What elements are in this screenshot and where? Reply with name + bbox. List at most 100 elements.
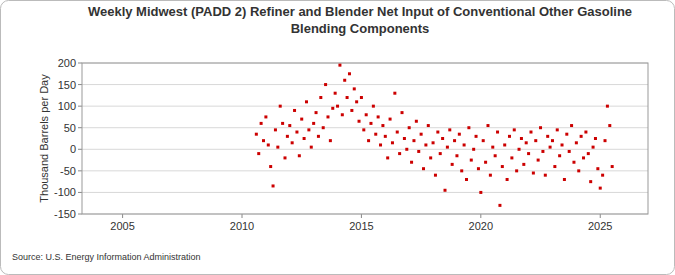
point bbox=[398, 152, 401, 155]
grid-line bbox=[82, 149, 648, 150]
point bbox=[420, 133, 423, 136]
point bbox=[286, 135, 289, 138]
point bbox=[529, 131, 532, 134]
point bbox=[350, 109, 353, 112]
point bbox=[276, 146, 279, 149]
point bbox=[317, 135, 320, 138]
point bbox=[541, 150, 544, 153]
point bbox=[262, 139, 265, 142]
point bbox=[365, 113, 368, 116]
y-tick-label: -50 bbox=[60, 165, 76, 177]
point bbox=[358, 120, 361, 123]
point bbox=[393, 92, 396, 95]
point bbox=[319, 96, 322, 99]
point bbox=[346, 96, 349, 99]
grid-line bbox=[82, 192, 648, 193]
x-tick bbox=[122, 214, 123, 218]
point bbox=[596, 167, 599, 170]
point bbox=[283, 156, 286, 159]
y-tick bbox=[78, 192, 82, 193]
point bbox=[601, 174, 604, 177]
y-tick bbox=[78, 127, 82, 128]
point bbox=[439, 152, 442, 155]
point bbox=[415, 120, 418, 123]
point bbox=[279, 105, 282, 108]
y-axis-label: Thousand Barrels per Day bbox=[38, 74, 50, 203]
point bbox=[453, 139, 456, 142]
point bbox=[537, 159, 540, 162]
point bbox=[498, 204, 501, 207]
y-tick bbox=[78, 84, 82, 85]
x-tick-label: 2005 bbox=[110, 220, 134, 232]
point bbox=[264, 115, 267, 118]
point bbox=[322, 126, 325, 129]
y-tick-label: 0 bbox=[70, 143, 76, 155]
point bbox=[300, 118, 303, 121]
point bbox=[539, 126, 542, 129]
point bbox=[324, 83, 327, 86]
point bbox=[518, 148, 521, 151]
point bbox=[269, 165, 272, 168]
point bbox=[444, 189, 447, 192]
point bbox=[482, 139, 485, 142]
point bbox=[412, 139, 415, 142]
x-tick bbox=[361, 214, 362, 218]
point bbox=[331, 107, 334, 110]
point bbox=[422, 167, 425, 170]
point bbox=[329, 139, 332, 142]
point bbox=[534, 139, 537, 142]
point bbox=[460, 169, 463, 172]
point bbox=[436, 131, 439, 134]
point bbox=[558, 154, 561, 157]
point bbox=[496, 131, 499, 134]
point bbox=[362, 128, 365, 131]
point bbox=[484, 161, 487, 164]
point bbox=[432, 141, 435, 144]
point bbox=[343, 79, 346, 82]
point bbox=[472, 148, 475, 151]
background bbox=[1, 1, 675, 275]
point bbox=[281, 122, 284, 125]
point bbox=[353, 87, 356, 90]
point bbox=[463, 143, 466, 146]
grid-line bbox=[82, 84, 648, 85]
point bbox=[326, 115, 329, 118]
point bbox=[310, 146, 313, 149]
point bbox=[572, 161, 575, 164]
point bbox=[374, 133, 377, 136]
point bbox=[575, 141, 578, 144]
x-tick bbox=[480, 214, 481, 218]
point bbox=[503, 143, 506, 146]
points bbox=[255, 64, 614, 207]
point bbox=[372, 105, 375, 108]
point bbox=[486, 124, 489, 127]
point bbox=[389, 118, 392, 121]
title: Weekly Midwest (PADD 2) Refiner and Blen… bbox=[88, 4, 632, 36]
point bbox=[334, 92, 337, 95]
point bbox=[403, 137, 406, 140]
point bbox=[477, 167, 480, 170]
point bbox=[410, 161, 413, 164]
point bbox=[288, 124, 291, 127]
source: Source: U.S. Energy Information Administ… bbox=[12, 252, 201, 262]
point bbox=[257, 152, 260, 155]
point bbox=[465, 178, 468, 181]
point bbox=[272, 184, 275, 187]
point bbox=[295, 131, 298, 134]
point bbox=[608, 124, 611, 127]
x-tick-label: 2015 bbox=[349, 220, 373, 232]
point bbox=[584, 131, 587, 134]
point bbox=[448, 128, 451, 131]
point bbox=[520, 137, 523, 140]
point bbox=[494, 154, 497, 157]
x-tick-label: 2020 bbox=[469, 220, 493, 232]
point bbox=[429, 156, 432, 159]
point bbox=[604, 139, 607, 142]
point bbox=[565, 133, 568, 136]
point bbox=[260, 122, 263, 125]
point bbox=[377, 115, 380, 118]
point bbox=[549, 146, 552, 149]
point bbox=[405, 148, 408, 151]
point bbox=[451, 163, 454, 166]
point bbox=[315, 111, 318, 114]
